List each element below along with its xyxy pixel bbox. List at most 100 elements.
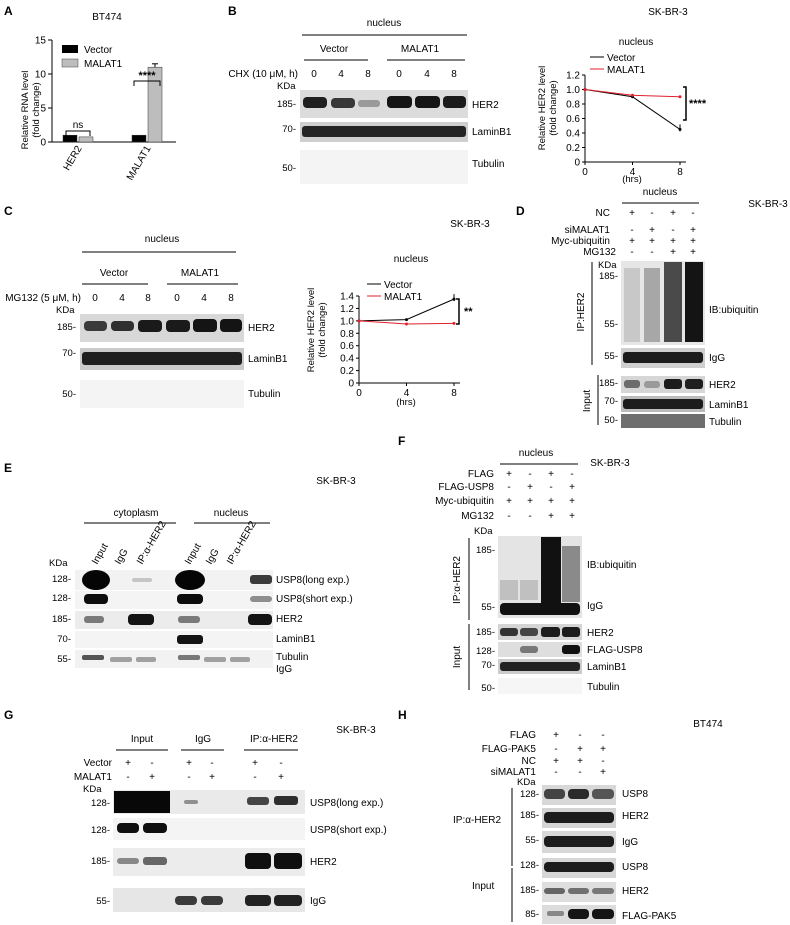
x-axis-label: (hrs) — [396, 397, 416, 408]
blot-her2 — [498, 624, 582, 640]
band-label: USP8(short exp.) — [276, 594, 353, 605]
band — [544, 836, 614, 847]
band — [685, 379, 703, 389]
band — [220, 319, 242, 332]
y-tick-label: 1.4 — [340, 292, 354, 303]
cell-line-label: SK-BR-3 — [316, 476, 356, 487]
sign: - — [554, 744, 557, 755]
legend-label: Vector — [384, 280, 413, 291]
band — [245, 853, 271, 869]
condition-label: siMALAT1 — [491, 767, 537, 778]
y-axis-label: Relative RNA level — [20, 71, 31, 150]
significance-bracket — [133, 80, 161, 86]
sign: - — [601, 756, 604, 767]
x-axis-label: (hrs) — [622, 174, 642, 185]
data-point-malat1 — [631, 93, 634, 97]
panel-a: A BT474 Relative RNA level (fold change)… — [4, 4, 176, 183]
sign: - — [630, 225, 633, 236]
band — [415, 96, 440, 108]
y-tick-label: 1.2 — [340, 304, 354, 315]
panel-f: F SK-BR-3 nucleus FLAG FLAG-USP8 Myc-ubi… — [398, 434, 643, 694]
cell-line-label: SK-BR-3 — [336, 725, 376, 736]
band — [178, 655, 200, 660]
bar-vector-her2 — [62, 134, 78, 143]
sign: - — [601, 730, 604, 741]
band — [82, 570, 110, 590]
band — [544, 812, 614, 823]
band-label: Tubulin — [248, 389, 280, 400]
band — [110, 657, 132, 662]
y-tick-label: 0.4 — [340, 354, 354, 365]
sign: + — [527, 496, 533, 507]
significance-bracket — [683, 86, 687, 121]
ip-label: IP:α-HER2 — [453, 815, 501, 826]
significance-bracket — [65, 130, 91, 136]
panel-letter-g: G — [4, 708, 13, 722]
blot-her2 — [621, 376, 705, 393]
band — [175, 570, 205, 590]
panel-letter-e: E — [4, 461, 12, 475]
band-label: LaminB1 — [248, 354, 288, 365]
band — [111, 321, 134, 331]
cell-line-label: BT474 — [92, 12, 122, 23]
blot-usp8-long — [75, 570, 273, 590]
sign: + — [527, 482, 533, 493]
panel-letter-b: B — [228, 4, 237, 18]
band-label: HER2 — [248, 323, 275, 334]
blot-tubulin — [621, 414, 705, 428]
panel-b: B nucleus Vector MALAT1 CHX (10 μM, h) 0… — [228, 4, 707, 185]
y-axis-label: (fold change) — [31, 82, 42, 137]
band — [568, 888, 589, 894]
y-tick-label: 0 — [574, 158, 580, 169]
y-tick-label: 0 — [348, 379, 354, 390]
band — [128, 614, 154, 625]
marker-label: 185- — [599, 378, 618, 389]
band — [544, 862, 614, 872]
kda-label: KDa — [56, 305, 75, 316]
marker-label: 70- — [57, 634, 71, 645]
panel-letter-h: H — [398, 708, 407, 722]
sign: + — [690, 225, 696, 236]
band-label: Tubulin — [709, 417, 741, 428]
blot-usp8-short — [113, 818, 305, 840]
data-point-malat1 — [678, 95, 682, 99]
marker-label: 85- — [525, 909, 539, 920]
y-axis-label: Relative HER2 level — [537, 66, 548, 150]
line-chart-b: 0 0.2 0.4 0.6 0.8 1.0 1.2 0 4 8 — [566, 71, 686, 178]
blot-tubulin — [498, 678, 582, 694]
band — [184, 800, 198, 804]
kda-label: KDa — [49, 558, 68, 569]
sign: - — [671, 225, 674, 236]
band — [114, 791, 170, 813]
cell-line-label: SK-BR-3 — [748, 199, 788, 210]
blot-her2 — [75, 611, 273, 629]
band — [274, 895, 302, 906]
data-point-malat1 — [405, 322, 408, 326]
sign: + — [209, 772, 215, 783]
y-tick-label: 15 — [35, 36, 47, 47]
band — [500, 603, 580, 615]
band — [84, 594, 108, 604]
marker-label: 185- — [57, 322, 76, 333]
lane-label: Input — [183, 542, 204, 567]
x-tick-label: 4 — [404, 388, 410, 399]
time-label: 4 — [338, 69, 344, 80]
y-tick-label: 0 — [40, 138, 46, 149]
sign: + — [125, 758, 131, 769]
sign: - — [691, 208, 694, 219]
sign: - — [578, 730, 581, 741]
line-chart-c: 00.20.40.60.81.01.21.40 4 8 — [340, 292, 460, 399]
y-tick-label: 1.0 — [340, 316, 354, 327]
fraction-label: nucleus — [367, 18, 401, 29]
sign: + — [569, 482, 575, 493]
sign: - — [507, 511, 510, 522]
sign: + — [670, 236, 676, 247]
band-label: HER2 — [310, 857, 337, 868]
input-label: Input — [582, 390, 593, 412]
marker-label: 70- — [604, 396, 618, 407]
band — [143, 823, 167, 833]
sign: + — [629, 208, 635, 219]
plot-title: nucleus — [619, 37, 653, 48]
band-label: IgG — [276, 664, 292, 675]
band — [592, 789, 614, 799]
